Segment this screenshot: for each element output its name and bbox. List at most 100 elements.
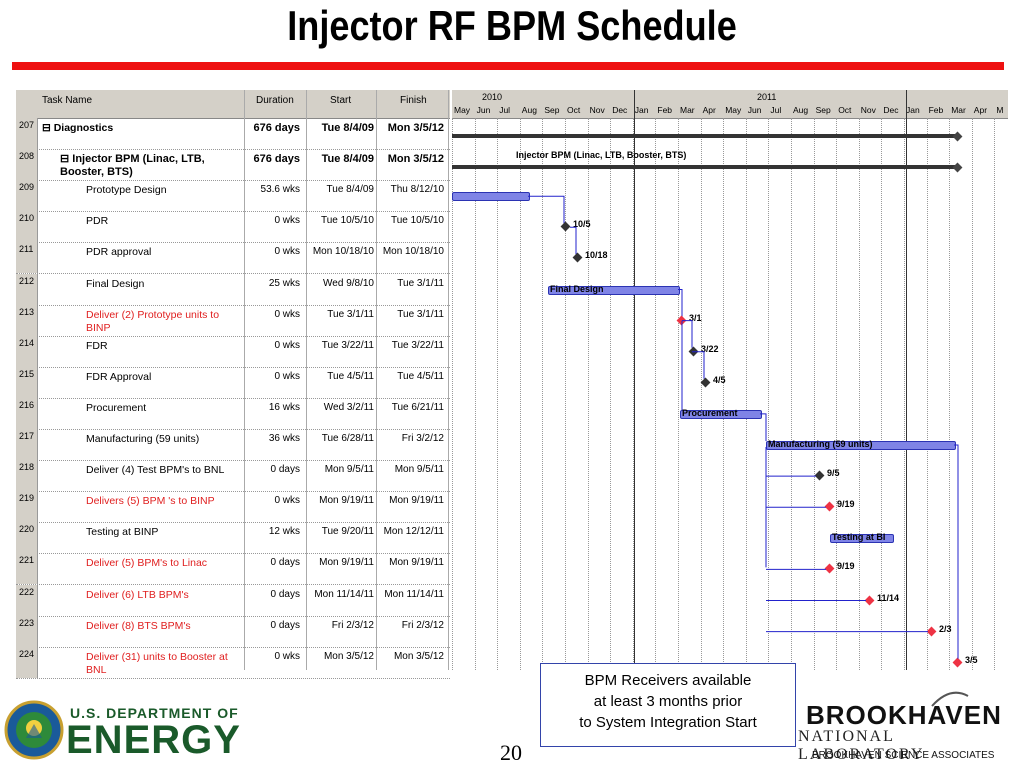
task-finish: Mon 3/5/12 xyxy=(387,122,444,134)
task-name: Procurement xyxy=(86,401,147,414)
milestone-red-icon[interactable] xyxy=(824,563,835,574)
bar-label: Manufacturing (59 units) xyxy=(768,439,873,449)
month-label: Apr xyxy=(973,105,988,115)
col-duration[interactable]: Duration xyxy=(256,95,294,106)
table-row[interactable]: 217 Manufacturing (59 units) 36 wks Tue 6/2… xyxy=(16,429,450,461)
table-row[interactable]: 215 FDR Approval 0 wks Tue 4/5/11 Tue 4/5/11 xyxy=(16,366,450,399)
dependency-link xyxy=(760,413,767,441)
month-label: Aug xyxy=(793,105,809,115)
milestone-red-icon[interactable] xyxy=(926,626,937,637)
table-row[interactable]: 218 Deliver (4) Test BPM's to BNL 0 days Mo… xyxy=(16,460,450,493)
table-row[interactable]: 212 Final Design 25 wks Wed 9/8/10 Tue 3/1/1… xyxy=(16,273,450,306)
month-label: Oct xyxy=(567,105,581,115)
callout-line-1: BPM Receivers available xyxy=(584,672,752,689)
month-label: Apr xyxy=(702,105,716,115)
milestone-label: 9/19 xyxy=(837,499,855,510)
task-name: Deliver (5) BPM's to Linac xyxy=(86,557,208,570)
col-finish[interactable]: Finish xyxy=(400,95,427,106)
col-task-name[interactable]: Task Name xyxy=(42,95,93,106)
title-underline xyxy=(12,62,1004,70)
table-row[interactable]: 214 FDR 0 wks Tue 3/22/11 Tue 3/22/11 xyxy=(16,335,450,368)
col-divider xyxy=(306,90,307,670)
milestone-icon[interactable] xyxy=(560,221,571,232)
month-label: May xyxy=(725,105,742,115)
table-row[interactable]: 221 Deliver (5) BPM's to Linac 0 days Mon 9… xyxy=(16,553,450,586)
doe-line-2: ENERGY xyxy=(66,718,241,762)
milestone-red-icon[interactable] xyxy=(864,595,875,605)
task-duration: 0 days xyxy=(270,588,300,600)
table-row[interactable]: 213 Deliver (2) Prototype units to BINP 0 … xyxy=(16,304,450,337)
table-row[interactable]: 208 ⊟ Injector BPM (Linac, LTB, Booster, … xyxy=(16,149,450,182)
grid-line xyxy=(452,118,453,670)
table-header: Task Name Duration Start Finish xyxy=(16,90,450,119)
table-row[interactable]: 223 Deliver (8) BTS BPM's 0 days Fri 2/3/12… xyxy=(16,615,450,648)
month-label: Aug xyxy=(521,105,537,115)
collapse-icon[interactable]: ⊟ xyxy=(60,153,73,166)
task-bar[interactable] xyxy=(452,192,530,202)
collapse-icon[interactable]: ⊟ xyxy=(42,122,54,134)
grid-line xyxy=(858,118,860,670)
task-finish: Mon 11/14/11 xyxy=(384,588,444,600)
callout-line-3: to System Integration Start xyxy=(579,714,757,731)
task-duration: 0 days xyxy=(270,619,300,631)
col-divider xyxy=(244,90,245,670)
milestone-label: 3/5 xyxy=(965,654,978,665)
grid-line xyxy=(700,118,702,670)
table-row[interactable]: 207 ⊟ Diagnostics 676 days Tue 8/4/09 Mon 3/… xyxy=(16,118,450,150)
task-table: Task Name Duration Start Finish 207 ⊟ Dia… xyxy=(16,90,450,679)
grid-line xyxy=(542,118,544,670)
task-name: Deliver (2) Prototype units to BINP xyxy=(86,308,220,334)
milestone-icon[interactable] xyxy=(700,377,711,388)
table-row[interactable]: 224 Deliver (31) units to Booster at BNL 0… xyxy=(16,646,450,679)
task-name: PDR xyxy=(86,215,109,228)
summary-bar[interactable] xyxy=(452,165,958,170)
grid-line xyxy=(904,118,905,670)
task-name: Delivers (5) BPM 's to BINP xyxy=(86,495,215,508)
task-start: Mon 10/18/10 xyxy=(312,246,374,258)
table-row[interactable]: 211 PDR approval 0 wks Mon 10/18/10 Mon 10/1… xyxy=(16,242,450,275)
milestone-icon[interactable] xyxy=(814,470,825,481)
dependency-link xyxy=(682,320,693,348)
task-start: Mon 9/19/11 xyxy=(319,557,374,569)
dependency-link xyxy=(766,600,866,601)
task-start: Tue 6/28/11 xyxy=(321,433,374,444)
month-label: Feb xyxy=(657,105,673,115)
table-row[interactable]: 210 PDR 0 wks Tue 10/5/10 Tue 10/5/10 xyxy=(16,211,450,244)
task-name: Manufacturing (59 units) xyxy=(86,433,200,445)
dependency-link xyxy=(766,568,826,570)
row-id: 209 xyxy=(16,180,38,212)
grid-line xyxy=(678,118,679,670)
task-start: Tue 3/22/11 xyxy=(321,339,374,351)
table-row[interactable]: 216 Procurement 16 wks Wed 3/2/11 Tue 6/21/1… xyxy=(16,397,450,430)
task-name: Deliver (8) BTS BPM's xyxy=(86,619,191,632)
task-duration: 16 wks xyxy=(268,401,300,413)
year-label: 2010 xyxy=(482,92,503,102)
grid-line xyxy=(565,118,566,670)
month-label: Jun xyxy=(747,105,762,115)
task-name: Final Design xyxy=(86,277,145,290)
table-row[interactable]: 220 Testing at BINP 12 wks Tue 9/20/11 Mon 1… xyxy=(16,522,450,555)
summary-bar[interactable] xyxy=(452,134,958,138)
table-row[interactable]: 219 Delivers (5) BPM 's to BINP 0 wks Mon 9… xyxy=(16,491,450,524)
bar-label: Testing at BI xyxy=(832,532,886,543)
milestone-icon[interactable] xyxy=(572,252,583,263)
milestone-red-icon[interactable] xyxy=(952,657,963,668)
task-finish: Fri 2/3/12 xyxy=(401,619,444,631)
task-duration: 0 wks xyxy=(274,246,300,258)
callout-line-2: at least 3 months prior xyxy=(593,693,743,710)
dependency-link xyxy=(954,444,959,659)
milestone-label: 9/19 xyxy=(837,561,855,572)
task-name: ⊟ Injector BPM (Linac, LTB, Booster, BTS… xyxy=(60,153,205,179)
task-start: Mon 9/19/11 xyxy=(319,495,374,507)
task-start: Mon 11/14/11 xyxy=(314,588,374,600)
table-row[interactable]: 209 Prototype Design 53.6 wks Tue 8/4/09 Thu… xyxy=(16,180,450,213)
col-start[interactable]: Start xyxy=(330,95,352,106)
table-row[interactable]: 222 Deliver (6) LTB BPM's 0 days Mon 11/14/… xyxy=(16,584,450,617)
milestone-icon[interactable] xyxy=(688,346,699,357)
task-bar[interactable] xyxy=(830,534,894,544)
task-duration: 36 wks xyxy=(268,433,300,444)
row-id: 211 xyxy=(16,242,38,274)
dependency-link xyxy=(570,226,577,255)
milestone-red-icon[interactable] xyxy=(824,501,835,512)
month-label: Dec xyxy=(612,105,628,115)
